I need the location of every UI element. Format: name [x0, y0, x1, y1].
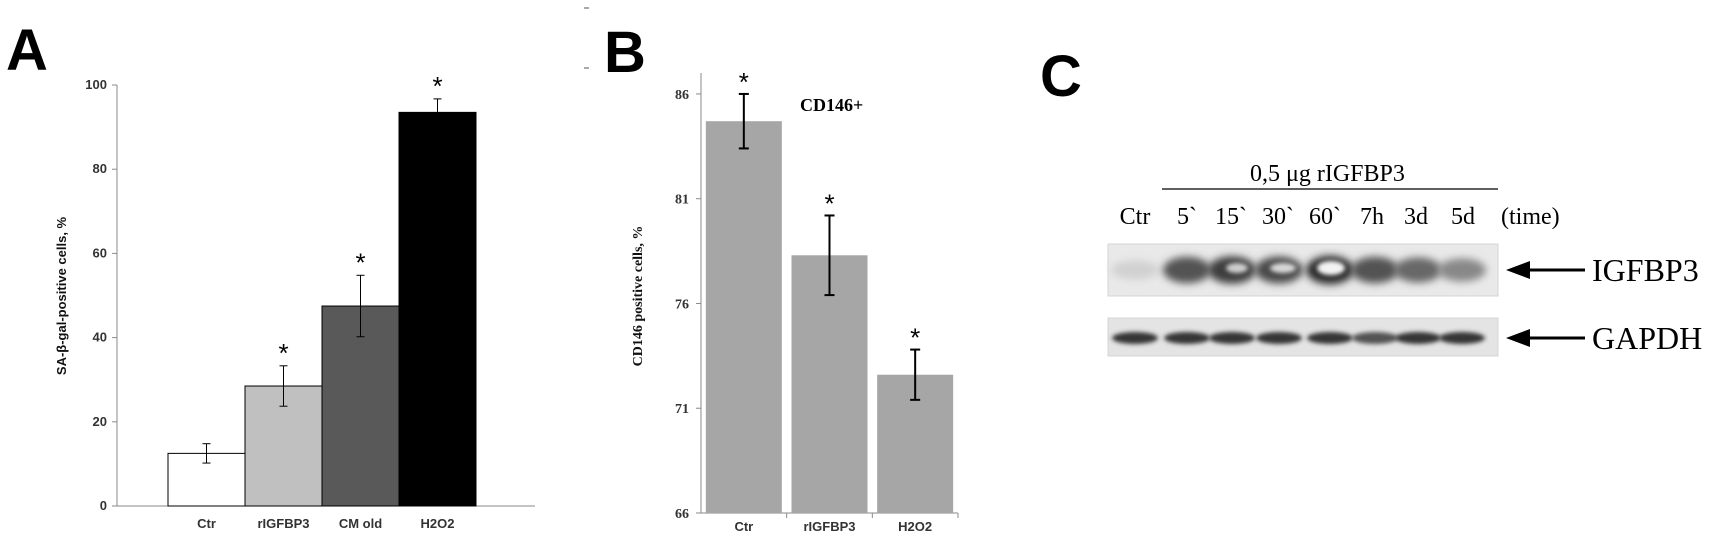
significance-star: * — [355, 247, 365, 277]
panel-a-letter: A — [6, 18, 48, 83]
y-tick-label: 40 — [93, 330, 107, 345]
igfbp3-band — [1163, 256, 1211, 284]
significance-star: * — [910, 323, 920, 353]
significance-star: * — [278, 338, 288, 368]
panel-b: B CD146 positive cells, % CD146+ 66 71 76 8… — [604, 20, 959, 534]
y-tick-label: 0 — [100, 498, 107, 513]
lane-label: 5` — [1177, 204, 1197, 230]
panel-a-y-axis-label: SA-β-gal-positive cells, % — [54, 216, 69, 375]
gapdh-band — [1307, 332, 1353, 344]
lane-label: 60` — [1309, 204, 1341, 230]
y-tick-label: 71 — [675, 402, 689, 417]
igfbp3-band-highlight — [1226, 263, 1248, 273]
x-tick-label: rIGFBP3 — [803, 519, 855, 534]
gapdh-arrow — [1506, 329, 1585, 347]
y-tick-label: 86 — [675, 88, 689, 103]
igfbp3-band — [1111, 260, 1159, 280]
lane-label: 3d — [1404, 204, 1428, 230]
panel-b-chart: 66 71 76 81 86 * Ctr * rIGFBP3 * H2O2 — [675, 67, 959, 534]
panel-a: A SA-β-gal-positive cells, % 0 20 40 60 80 10… — [6, 18, 535, 531]
y-tick-label: 20 — [93, 414, 107, 429]
significance-star: * — [824, 188, 834, 218]
lane-labels: Ctr 5` 15` 30` 60` 7h 3d 5d — [1120, 204, 1475, 230]
y-tick-label: 100 — [85, 77, 107, 92]
gapdh-band — [1209, 332, 1255, 344]
x-tick-label: H2O2 — [421, 516, 455, 531]
y-tick-label: 66 — [675, 507, 689, 522]
lane-label: 5d — [1451, 204, 1475, 230]
y-tick-label: 76 — [675, 297, 689, 312]
panel-c: C 0,5 μg rIGFBP3 Ctr 5` 15` 30` 60` 7h 3d 5d (t… — [1040, 44, 1702, 357]
gapdh-bands — [1112, 332, 1485, 344]
igfbp3-bands — [1111, 255, 1486, 285]
x-tick-label: CM old — [339, 516, 382, 531]
panel-b-letter: B — [604, 20, 646, 85]
lane-label: Ctr — [1120, 204, 1151, 230]
x-tick-label: Ctr — [197, 516, 216, 531]
time-label: (time) — [1501, 204, 1560, 230]
gapdh-band — [1439, 332, 1485, 344]
panel-c-letter: C — [1040, 44, 1082, 109]
gapdh-band — [1395, 332, 1441, 344]
gapdh-blot — [1107, 317, 1499, 357]
gapdh-band — [1164, 332, 1210, 344]
panel-a-chart: 0 20 40 60 80 100 Ctr * rIGFBP3 * CM old * H2O2 — [85, 71, 535, 531]
significance-star: * — [739, 67, 749, 97]
x-tick-label: rIGFBP3 — [257, 516, 309, 531]
treatment-label: 0,5 μg rIGFBP3 — [1250, 161, 1405, 187]
bar-CM old — [321, 305, 400, 507]
bar-Ctr — [705, 121, 782, 513]
lane-label: 7h — [1360, 204, 1384, 230]
igfbp3-blot — [1107, 243, 1499, 297]
y-tick-label: 80 — [93, 161, 107, 176]
y-tick-label: 60 — [93, 245, 107, 260]
igfbp3-arrow — [1506, 261, 1585, 279]
lane-label: 15` — [1215, 204, 1247, 230]
panel-b-y-axis-label: CD146 positive cells, % — [631, 226, 646, 367]
igfbp3-band — [1351, 256, 1399, 284]
bar-rIGFBP3 — [791, 255, 868, 514]
igfbp3-band — [1394, 257, 1442, 283]
igfbp3-band — [1438, 258, 1486, 282]
y-tick-label: 81 — [675, 193, 689, 208]
gapdh-band-label: GAPDH — [1592, 320, 1702, 356]
igfbp3-band-highlight — [1270, 263, 1296, 273]
x-tick-label: H2O2 — [898, 519, 932, 534]
igfbp3-band-highlight — [1317, 261, 1345, 275]
gapdh-band — [1112, 332, 1158, 344]
bar-H2O2 — [398, 111, 477, 507]
gapdh-band — [1352, 332, 1398, 344]
lane-label: 30` — [1262, 204, 1294, 230]
gapdh-band — [1256, 332, 1302, 344]
x-tick-label: Ctr — [734, 519, 753, 534]
panel-b-title: CD146+ — [800, 95, 863, 115]
significance-star: * — [432, 71, 442, 101]
igfbp3-band-label: IGFBP3 — [1592, 252, 1699, 288]
